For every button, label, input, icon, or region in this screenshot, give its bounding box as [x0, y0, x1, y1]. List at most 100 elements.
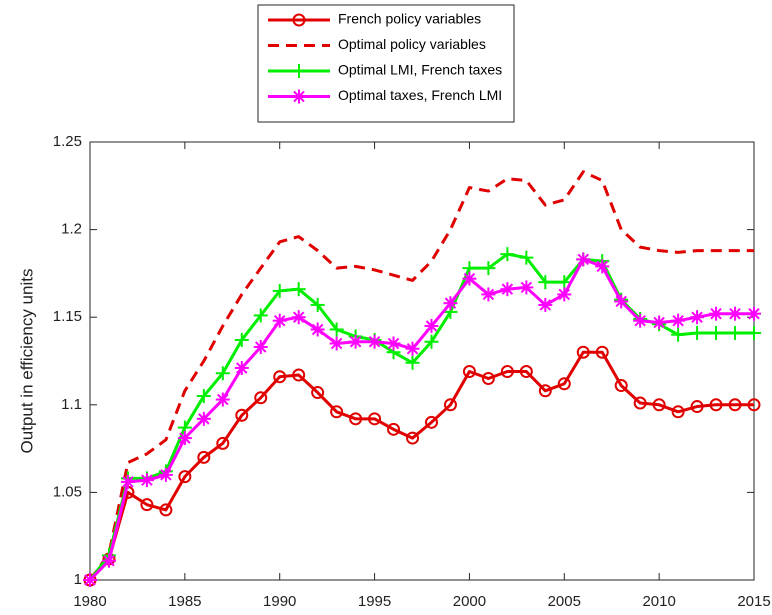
marker: [690, 325, 705, 340]
marker: [292, 368, 306, 382]
marker-stroke: [406, 342, 419, 355]
marker-stroke: [179, 432, 191, 444]
marker: [406, 431, 420, 445]
marker: [349, 412, 363, 426]
marker: [633, 313, 648, 328]
marker: [387, 422, 401, 436]
marker: [158, 467, 173, 482]
marker: [424, 334, 439, 349]
marker-stroke: [293, 90, 305, 103]
marker: [614, 379, 628, 393]
marker: [292, 13, 306, 27]
marker: [595, 259, 610, 274]
marker: [652, 398, 666, 412]
marker: [405, 341, 420, 356]
marker: [500, 247, 515, 262]
legend-label: French policy variables: [338, 11, 481, 27]
marker: [254, 391, 268, 405]
marker: [424, 318, 439, 333]
marker-stroke: [103, 554, 115, 567]
marker-stroke: [198, 413, 210, 425]
marker: [310, 297, 325, 312]
series-line: [88, 350, 754, 582]
marker: [690, 310, 705, 325]
marker: [235, 408, 249, 422]
marker: [405, 355, 420, 370]
marker: [557, 287, 572, 302]
marker: [272, 313, 287, 328]
legend-label: Optimal LMI, French taxes: [338, 62, 502, 78]
marker: [747, 325, 761, 340]
marker: [159, 503, 173, 517]
marker: [292, 64, 306, 78]
marker: [728, 398, 742, 412]
plot-frame: [89, 141, 755, 581]
marker-stroke: [634, 314, 646, 327]
marker: [291, 282, 306, 297]
x-tick-label: 1985: [168, 593, 201, 610]
marker-stroke: [160, 469, 172, 481]
marker-stroke: [387, 337, 400, 350]
marker: [481, 287, 496, 302]
series-line: [88, 170, 754, 581]
marker: [690, 400, 704, 414]
marker: [253, 308, 268, 323]
marker: [234, 361, 249, 376]
marker: [747, 306, 761, 321]
marker: [273, 370, 287, 384]
marker: [728, 306, 743, 321]
marker: [330, 405, 344, 419]
y-tick-label: 1.25: [53, 133, 82, 150]
marker-stroke: [539, 299, 552, 311]
x-tick-label: 1990: [263, 593, 296, 610]
marker-stroke: [217, 393, 229, 406]
marker: [671, 405, 685, 419]
marker: [538, 275, 553, 290]
x-tick-label: 2005: [548, 593, 581, 610]
marker: [633, 396, 647, 410]
marker: [500, 282, 515, 297]
x-tick-label: 1995: [358, 593, 391, 610]
marker-stroke: [425, 320, 438, 332]
x-tick-label: 2000: [453, 593, 486, 610]
marker: [576, 345, 590, 359]
marker: [652, 315, 667, 330]
legend: French policy variables Optimal policy va…: [257, 4, 515, 123]
marker: [291, 310, 306, 325]
marker: [462, 271, 477, 286]
marker-stroke: [672, 314, 684, 327]
marker-stroke: [349, 335, 362, 348]
marker: [481, 261, 496, 276]
y-tick-label: 1.2: [61, 221, 82, 238]
marker: [519, 280, 534, 295]
marker: [253, 339, 268, 354]
marker-stroke: [691, 311, 703, 323]
marker: [424, 415, 438, 429]
legend-label: Optimal policy variables: [338, 36, 486, 52]
marker: [311, 386, 325, 400]
marker: [709, 398, 723, 412]
y-tick-label: 1.1: [61, 396, 82, 413]
marker: [557, 377, 571, 391]
marker: [671, 313, 686, 328]
marker-stroke: [596, 260, 608, 273]
marker: [272, 283, 287, 298]
marker-stroke: [482, 288, 495, 301]
marker: [329, 336, 344, 351]
marker: [747, 398, 761, 412]
marker-stroke: [558, 288, 571, 301]
marker: [709, 306, 724, 321]
marker: [197, 450, 211, 464]
marker: [481, 372, 495, 386]
marker: [216, 436, 230, 450]
marker-stroke: [615, 295, 627, 308]
marker: [139, 473, 154, 488]
marker: [538, 384, 552, 398]
x-tick-label: 1980: [73, 593, 106, 610]
marker-stroke: [122, 476, 134, 488]
y-tick-label: 1.05: [53, 483, 82, 500]
y-tick-label: 1: [74, 571, 82, 588]
marker: [215, 366, 230, 381]
marker-stroke: [577, 253, 590, 266]
marker: [728, 325, 743, 340]
